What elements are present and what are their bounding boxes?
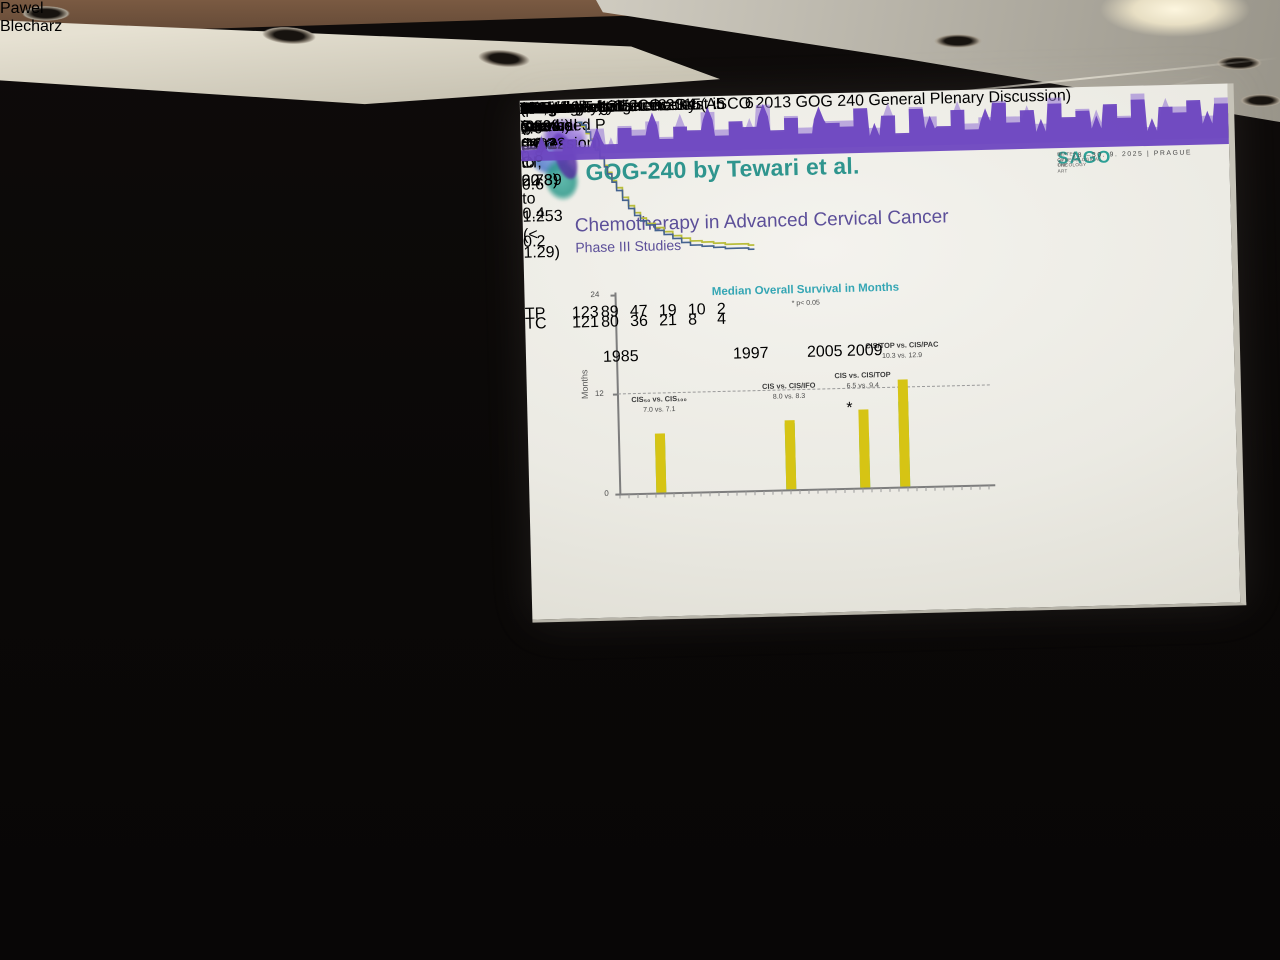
bar-group-2009: CIS/TOP vs. CIS/PAC 10.3 vs. 12.9 2009 [847,340,961,488]
water-bottle [407,548,420,586]
bar-experimental [784,420,797,490]
x-category-label: 1997 [732,344,769,363]
bar-experimental [654,433,667,493]
projection-screen: GOG-240 by Tewari et al. SAGO STATE OF T… [519,83,1247,623]
water-bottle [390,548,403,586]
x-category-label: 1985 [602,347,639,366]
prague-skyline-silhouette [520,93,1229,162]
bar-group-1985: CIS₅₀ vs. CIS₁₀₀ 7.0 vs. 7.1 1985 [603,346,717,494]
speaker-name: Pawel Blecharz [0,0,63,35]
y-axis-label: Months [579,369,591,400]
x-category-label: 2005 [806,342,843,361]
recessed-light [22,6,70,21]
y-tick-label: 12 [594,388,604,399]
bar-experimental [897,379,911,487]
recessed-light [1240,94,1280,107]
recessed-light [934,34,982,48]
water-bottle [366,552,379,586]
x-category-label: 2009 [846,342,883,360]
